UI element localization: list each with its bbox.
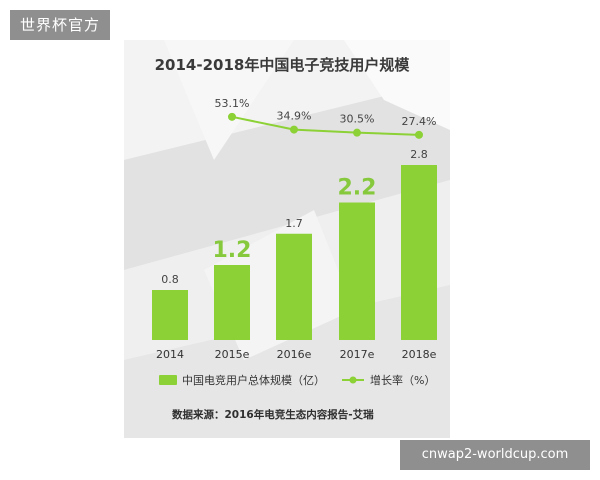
x-tick-label-2017e: 2017e xyxy=(340,348,375,361)
legend-bar-label: 中国电竞用户总体规模（亿） xyxy=(182,373,325,387)
bar-2014 xyxy=(152,290,188,340)
bar-value-label-2014: 0.8 xyxy=(161,273,179,286)
source-note: 数据来源：2016年电竞生态内容报告-艾瑞 xyxy=(171,408,374,421)
bar-2015e xyxy=(214,265,250,340)
growth-label-2017e: 30.5% xyxy=(340,113,375,126)
legend-line-marker xyxy=(349,376,357,384)
growth-label-2018e: 27.4% xyxy=(402,115,437,128)
bar-2018e xyxy=(401,165,437,340)
watermark-top-left: 世界杯官方 xyxy=(10,10,110,40)
growth-rate-line xyxy=(231,115,420,136)
bar-value-label-2015e: 1.2 xyxy=(213,238,252,263)
watermark-bottom-right: cnwap2-worldcup.com xyxy=(400,440,590,470)
legend: 中国电竞用户总体规模（亿） 增长率（%） xyxy=(159,373,435,387)
x-tick-label-2018e: 2018e xyxy=(402,348,437,361)
bar-value-label-2018e: 2.8 xyxy=(410,148,428,161)
bar-value-label-2016e: 1.7 xyxy=(285,217,303,230)
bar-2017e xyxy=(339,202,375,340)
growth-point-2016e xyxy=(290,125,298,134)
legend-line-label: 增长率（%） xyxy=(370,373,435,387)
growth-point-2015e xyxy=(228,112,236,121)
bar-value-label-2017e: 2.2 xyxy=(338,176,377,201)
growth-point-2017e xyxy=(353,128,361,137)
chart-title: 2014-2018年中国电子竞技用户规模 xyxy=(155,56,411,74)
x-tick-label-2015e: 2015e xyxy=(215,348,250,361)
plot-layer: 0.8 2014 1.2 2015e 1.7 2016e 2.2 2017e 2.8 2018e 5… xyxy=(152,97,437,361)
bar-2016e xyxy=(276,233,312,340)
x-tick-label-2016e: 2016e xyxy=(277,348,312,361)
legend-bar-swatch xyxy=(159,375,177,385)
chart-svg: 2014-2018年中国电子竞技用户规模 0.8 2014 1.2 2015e 1.7 2… xyxy=(124,40,450,438)
x-tick-label-2014: 2014 xyxy=(156,348,184,361)
growth-label-2015e: 53.1% xyxy=(215,97,250,110)
growth-point-2018e xyxy=(415,130,423,139)
chart-card: 2014-2018年中国电子竞技用户规模 0.8 2014 1.2 2015e 1.7 2… xyxy=(124,40,450,438)
growth-label-2016e: 34.9% xyxy=(277,110,312,123)
